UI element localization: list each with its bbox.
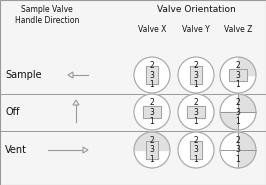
Text: Sample: Sample	[5, 70, 41, 80]
Text: 3: 3	[236, 107, 240, 117]
Text: 3: 3	[236, 145, 240, 154]
Bar	[238, 57, 256, 75]
Bar	[143, 106, 161, 118]
Bar	[190, 141, 202, 159]
Bar	[187, 106, 205, 118]
Bar	[190, 141, 202, 159]
Text: 3: 3	[149, 107, 155, 117]
Text: 2: 2	[236, 136, 240, 145]
Text: 1: 1	[236, 155, 240, 164]
Text: 1: 1	[236, 80, 240, 89]
Circle shape	[134, 132, 170, 168]
Text: Valve Y: Valve Y	[182, 25, 210, 34]
Circle shape	[220, 57, 256, 93]
Bar	[146, 66, 158, 84]
Circle shape	[134, 94, 170, 130]
Text: 1: 1	[194, 80, 198, 89]
Text: Valve X: Valve X	[138, 25, 166, 34]
Text: 2: 2	[149, 61, 154, 70]
Text: 1: 1	[149, 117, 154, 126]
Bar	[220, 112, 238, 130]
Text: 3: 3	[194, 145, 198, 154]
Polygon shape	[83, 147, 88, 153]
Bar	[146, 141, 158, 159]
Text: 3: 3	[149, 70, 155, 80]
Text: Off: Off	[5, 107, 19, 117]
Circle shape	[220, 94, 256, 130]
Text: 3: 3	[194, 70, 198, 80]
Text: 2: 2	[236, 61, 240, 70]
Text: 1: 1	[149, 80, 154, 89]
Text: 1: 1	[149, 155, 154, 164]
Text: 1: 1	[194, 117, 198, 126]
Text: Vent: Vent	[5, 145, 27, 155]
Text: 2: 2	[194, 98, 198, 107]
Text: 1: 1	[236, 117, 240, 126]
Bar	[190, 66, 202, 84]
Text: 3: 3	[149, 145, 155, 154]
Text: 1: 1	[194, 155, 198, 164]
Bar	[190, 66, 202, 84]
Text: 2: 2	[236, 98, 240, 107]
Bar	[238, 132, 256, 168]
Text: 3: 3	[194, 107, 198, 117]
Circle shape	[134, 57, 170, 93]
Text: 2: 2	[194, 61, 198, 70]
Bar	[229, 69, 247, 81]
Circle shape	[178, 94, 214, 130]
Polygon shape	[73, 100, 79, 105]
Bar	[143, 106, 161, 118]
Bar	[238, 94, 256, 112]
Bar	[134, 132, 170, 150]
Text: Valve Z: Valve Z	[224, 25, 252, 34]
Text: 2: 2	[149, 136, 154, 145]
Circle shape	[220, 132, 256, 168]
Bar	[146, 66, 158, 84]
Bar	[146, 141, 158, 159]
Bar	[229, 69, 247, 81]
Bar	[187, 106, 205, 118]
Polygon shape	[68, 72, 73, 78]
Text: Valve Orientation: Valve Orientation	[157, 5, 235, 14]
Text: 3: 3	[236, 70, 240, 80]
Circle shape	[178, 57, 214, 93]
Text: 2: 2	[149, 98, 154, 107]
Text: Sample Valve
Handle Direction: Sample Valve Handle Direction	[15, 5, 79, 25]
Text: 2: 2	[194, 136, 198, 145]
Circle shape	[178, 132, 214, 168]
